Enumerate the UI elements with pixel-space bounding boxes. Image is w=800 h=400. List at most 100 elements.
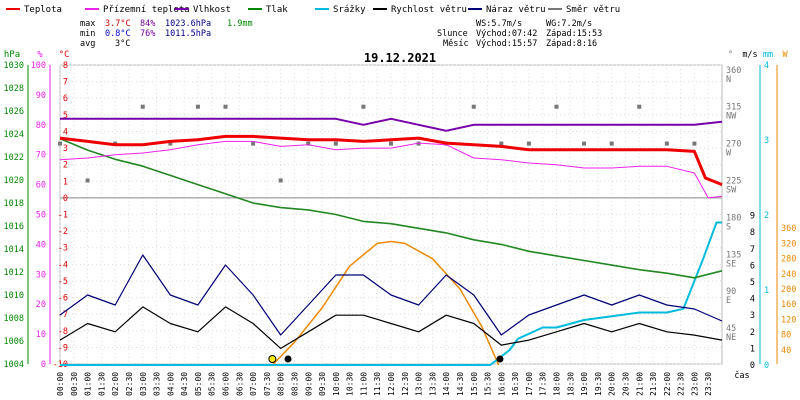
temperature-tick: -8	[58, 327, 68, 337]
time-tick: 13:30	[428, 372, 437, 396]
humidity-tick: 100	[31, 61, 46, 71]
time-tick: 08:30	[290, 372, 299, 396]
sun-rise: Východ:07:42	[476, 29, 537, 39]
humidity-line	[60, 117, 723, 132]
time-tick: 22:00	[663, 372, 672, 396]
time-tick: 05:30	[208, 372, 217, 396]
humidity-tick: 80	[36, 121, 46, 131]
pressure-tick: 1014	[4, 245, 24, 255]
temperature-tick: -2	[58, 227, 68, 237]
pressure-tick: 1026	[4, 107, 24, 117]
wind-tick: 7	[750, 245, 755, 255]
wind-direction-point	[582, 141, 587, 146]
moon-set: Západ:8:16	[546, 39, 597, 49]
humidity-tick: 30	[36, 270, 46, 280]
temperature-unit: °C	[59, 50, 70, 60]
direction-letter: N	[726, 75, 731, 85]
temperature-tick: 3	[63, 144, 68, 154]
rain-tick: 3	[764, 136, 769, 146]
time-tick: 12:00	[387, 372, 396, 396]
time-tick: 14:30	[456, 372, 465, 396]
stat-max-hum: 84%	[140, 19, 155, 29]
direction-tick: 45	[726, 324, 736, 334]
time-tick: 00:30	[70, 372, 79, 396]
pressure-tick: 1010	[4, 291, 24, 301]
time-tick: 04:00	[166, 372, 175, 396]
time-tick: 23:30	[704, 372, 713, 396]
time-tick: 10:00	[332, 372, 341, 396]
ground-temperature-line	[59, 140, 723, 199]
solar-tick: 40	[781, 346, 791, 356]
chart-title: 19.12.2021	[364, 51, 436, 65]
wind-tick: 3	[750, 311, 755, 321]
temperature-tick: -9	[58, 343, 68, 353]
wind-tick: 9	[750, 212, 755, 222]
pressure-line	[59, 137, 723, 279]
time-tick: 16:00	[497, 372, 506, 396]
time-tick: 09:30	[318, 372, 327, 396]
direction-tick: 315	[726, 103, 741, 113]
time-tick: 08:00	[277, 372, 286, 396]
plot-area	[58, 104, 723, 366]
time-unit: čas	[734, 370, 749, 381]
time-tick: 18:00	[553, 372, 562, 396]
wind-direction-point	[278, 178, 283, 183]
direction-letter: NE	[726, 333, 736, 343]
temperature-tick: -3	[58, 244, 68, 254]
direction-letter: W	[726, 149, 732, 159]
humidity-tick: 70	[36, 151, 46, 161]
time-tick: 14:00	[442, 372, 451, 396]
time-tick: 20:30	[621, 372, 630, 396]
time-tick: 10:30	[346, 372, 355, 396]
chart-legend: Teplota Přízemní teplota Vlhkost Tlak Srážky…	[6, 5, 620, 15]
wind-direction-point	[195, 104, 200, 109]
legend-label: Teplota	[24, 5, 62, 15]
temperature-tick: 5	[63, 111, 68, 121]
temperature-tick: 2	[63, 161, 68, 171]
wind-tick: 4	[750, 295, 755, 305]
moonset-marker	[284, 355, 292, 363]
humidity-unit: %	[37, 50, 43, 60]
legend-label: Přízemní teplota	[103, 5, 190, 15]
stat-avg-label: avg	[80, 39, 95, 49]
wind-direction-point	[306, 141, 311, 146]
wind-tick: 2	[750, 328, 755, 338]
direction-tick: 225	[726, 177, 741, 187]
stat-max-label: max	[80, 19, 95, 29]
pressure-tick: 1024	[4, 130, 24, 140]
time-tick: 09:00	[304, 372, 313, 396]
time-tick: 07:30	[263, 372, 272, 396]
wind-speed-stat: WS:5.7m/s	[476, 19, 522, 29]
wind-direction-point	[499, 141, 504, 146]
pressure-tick: 1020	[4, 176, 24, 186]
direction-letter: SW	[726, 186, 737, 196]
legend-label: Směr větru	[566, 5, 620, 15]
wind-direction-point	[168, 141, 173, 146]
direction-tick: 180	[726, 213, 741, 223]
rain-unit: mm	[763, 50, 773, 60]
solar-tick: 200	[781, 285, 796, 295]
wind-tick: 0	[750, 361, 755, 371]
time-tick: 19:00	[580, 372, 589, 396]
pressure-tick: 1008	[4, 314, 24, 324]
temperature-tick: 4	[63, 127, 68, 137]
time-tick: 07:00	[249, 372, 258, 396]
info-panel: max 3.7°C 84% 1023.6hPa 1.9mm min 0.8°C 76% 1011…	[80, 19, 602, 65]
sun-set: Západ:15:53	[546, 29, 602, 39]
temperature-tick: 1	[63, 177, 68, 187]
sun-label: Slunce	[437, 29, 468, 39]
wind-tick: 6	[750, 261, 755, 271]
direction-tick: 360	[726, 66, 741, 76]
time-tick: 21:00	[635, 372, 644, 396]
time-tick: 05:00	[194, 372, 203, 396]
rain-tick: 2	[764, 211, 769, 221]
time-tick: 01:30	[97, 372, 106, 396]
stat-max-rain: 1.9mm	[227, 19, 253, 29]
time-tick: 06:00	[222, 372, 231, 396]
time-tick: 12:30	[401, 372, 410, 396]
wind-gust-line	[59, 254, 723, 336]
sunrise-marker	[268, 355, 277, 363]
direction-letter: SE	[726, 259, 736, 269]
rain-tick: 4	[764, 61, 769, 71]
